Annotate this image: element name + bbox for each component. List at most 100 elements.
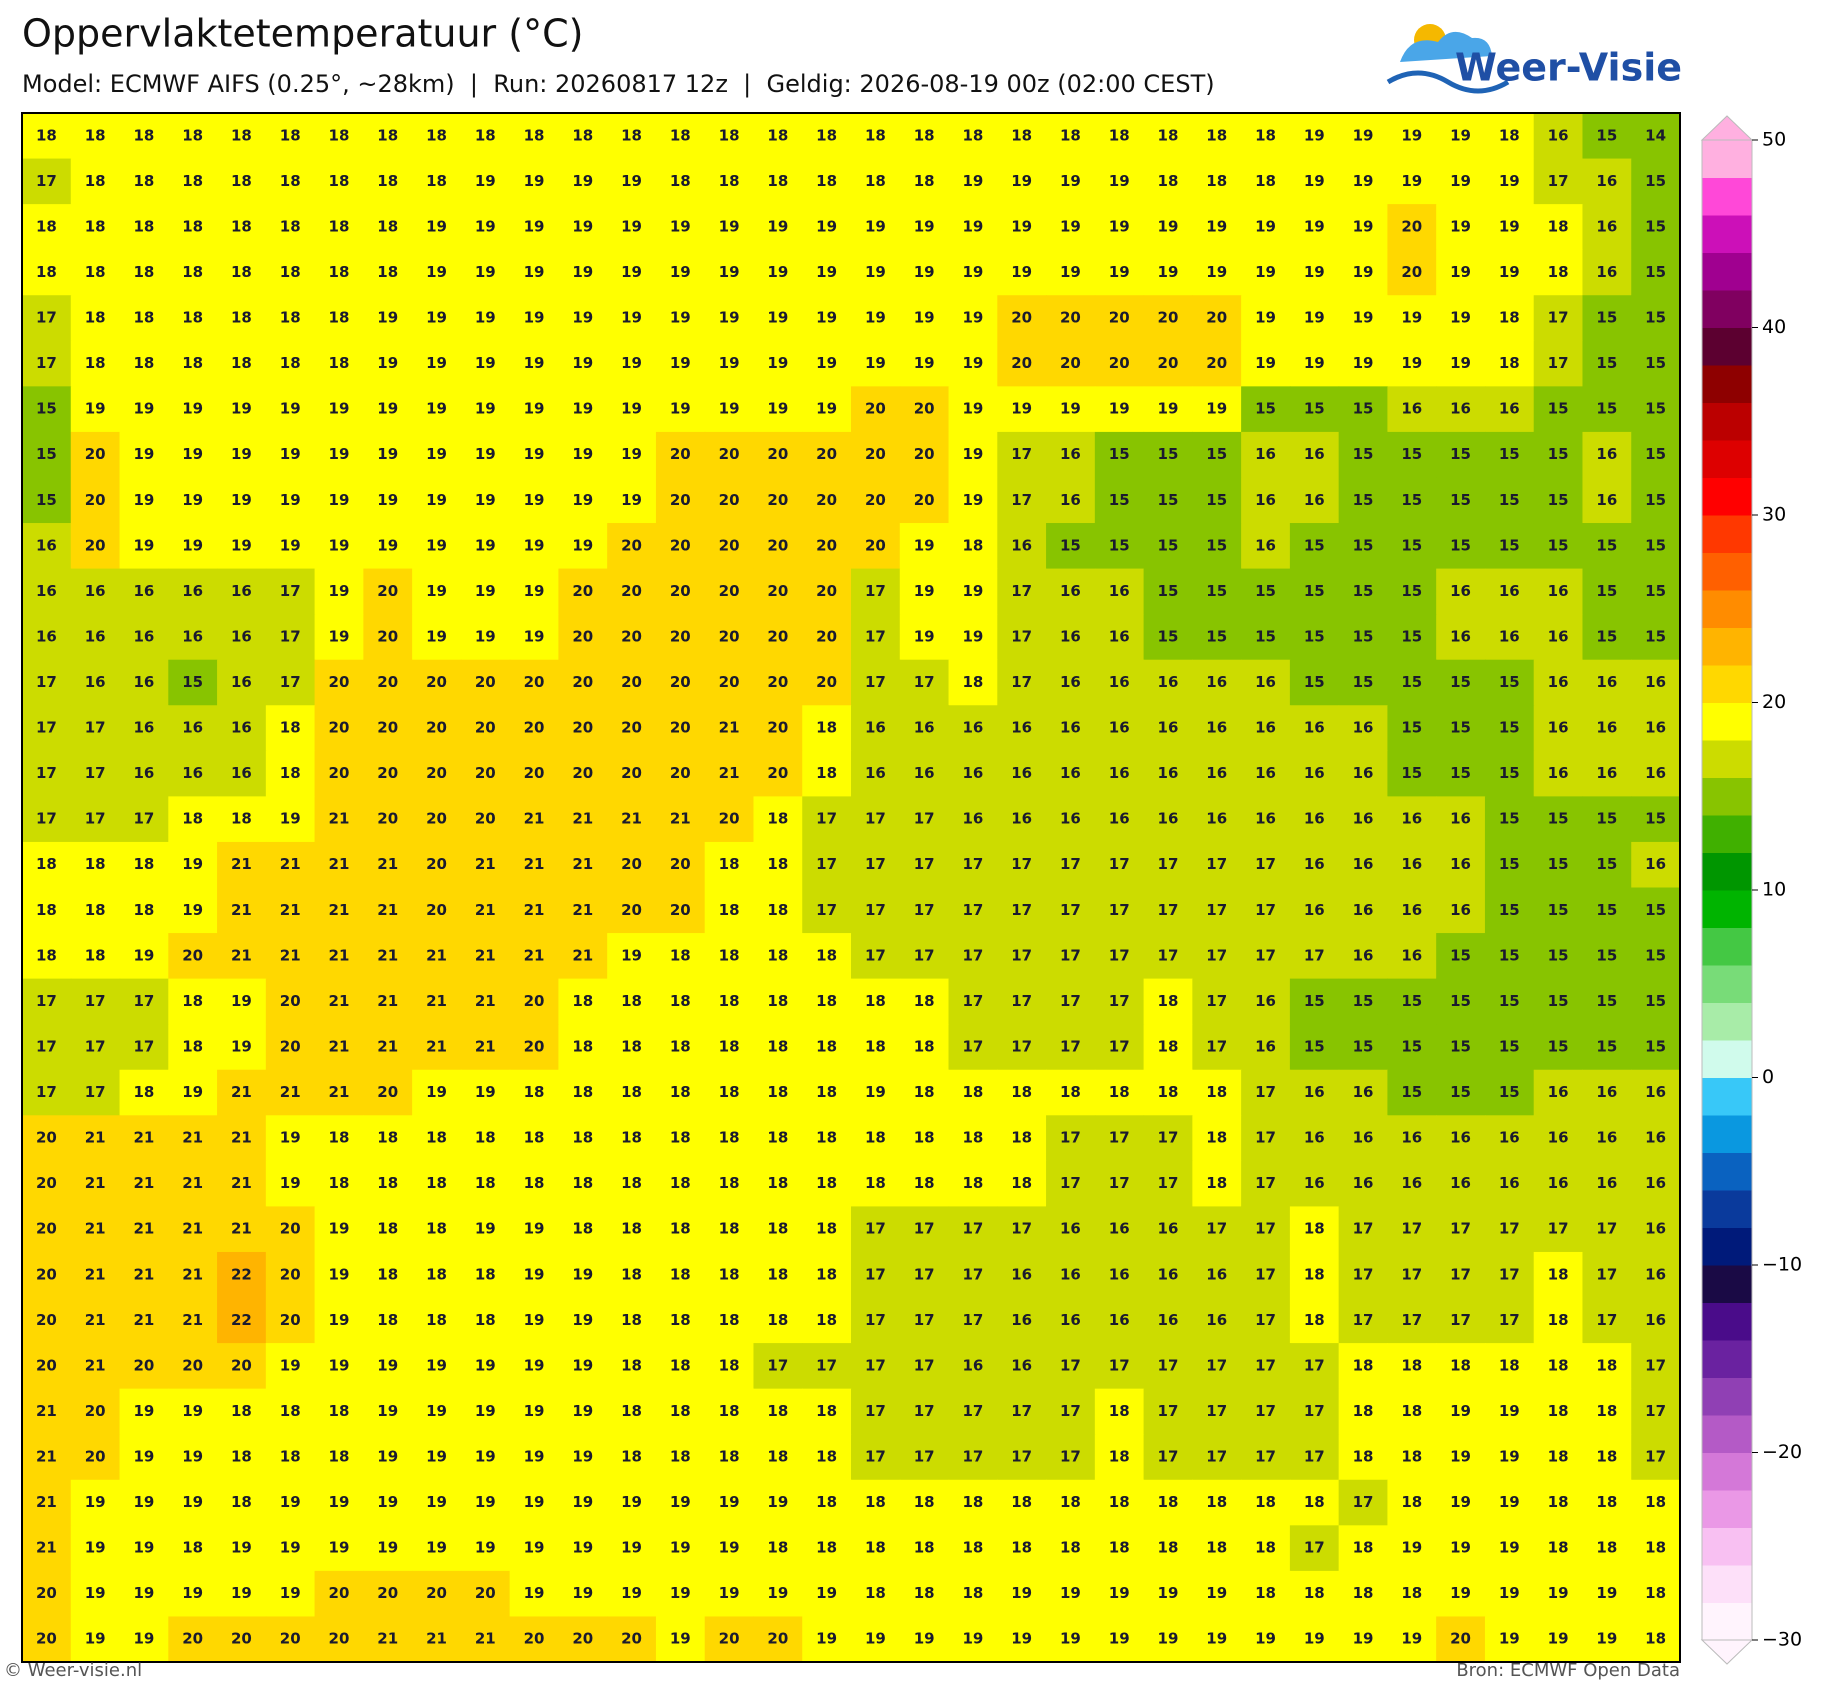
colorbar-bin [1702, 365, 1752, 403]
temperature-cell [217, 978, 267, 1025]
temperature-cell [558, 841, 608, 889]
temperature-cell [1094, 340, 1145, 387]
temperature-label: 17 [1499, 1265, 1520, 1283]
temperature-label: 18 [377, 1174, 398, 1192]
temperature-cell [70, 431, 121, 479]
temperature-cell [314, 477, 364, 524]
temperature-label: 17 [1158, 901, 1179, 919]
temperature-label: 16 [1158, 719, 1179, 737]
temperature-label: 17 [865, 1311, 886, 1329]
temperature-cell [1241, 978, 1291, 1025]
temperature-cell [363, 431, 413, 479]
temperature-label: 21 [280, 1083, 301, 1101]
temperature-label: 17 [1450, 1265, 1471, 1283]
temperature-label: 19 [426, 627, 447, 645]
temperature-label: 20 [670, 673, 691, 691]
temperature-cell [460, 978, 511, 1025]
temperature-label: 16 [1060, 491, 1081, 509]
temperature-cell [70, 659, 121, 706]
temperature-label: 16 [1596, 172, 1617, 190]
temperature-label: 19 [182, 400, 203, 418]
temperature-label: 17 [36, 172, 57, 190]
temperature-cell [899, 750, 950, 797]
temperature-label: 18 [914, 1037, 935, 1055]
temperature-label: 16 [1353, 855, 1374, 873]
temperature-label: 18 [1548, 1539, 1569, 1557]
temperature-label: 17 [1158, 855, 1179, 873]
temperature-label: 18 [329, 1174, 350, 1192]
temperature-label: 19 [475, 354, 496, 372]
temperature-label: 18 [329, 309, 350, 327]
temperature-label: 18 [670, 126, 691, 144]
temperature-cell [997, 249, 1047, 296]
temperature-label: 19 [914, 627, 935, 645]
temperature-label: 19 [1060, 1630, 1081, 1648]
temperature-cell [22, 568, 72, 615]
temperature-label: 20 [377, 764, 398, 782]
temperature-label: 18 [1548, 1265, 1569, 1283]
temperature-label: 19 [670, 217, 691, 235]
temperature-cell [363, 340, 413, 387]
temperature-label: 16 [1596, 1129, 1617, 1147]
temperature-label: 20 [816, 582, 837, 600]
temperature-cell [1631, 978, 1681, 1025]
temperature-label: 19 [767, 400, 788, 418]
temperature-cell [1289, 386, 1340, 433]
temperature-label: 20 [767, 764, 788, 782]
temperature-cell [265, 568, 316, 615]
temperature-label: 19 [719, 1493, 740, 1511]
temperature-label: 18 [133, 354, 154, 372]
temperature-cell [948, 523, 998, 570]
colorbar-bin [1702, 1415, 1752, 1453]
temperature-cell [1484, 386, 1535, 433]
temperature-label: 19 [280, 1493, 301, 1511]
temperature-label: 19 [475, 172, 496, 190]
temperature-cell [851, 523, 901, 570]
temperature-cell [1094, 750, 1145, 797]
temperature-label: 17 [36, 1083, 57, 1101]
temperature-label: 18 [1548, 1493, 1569, 1511]
temperature-label: 18 [767, 901, 788, 919]
temperature-cell [119, 659, 169, 706]
temperature-label: 18 [280, 309, 301, 327]
temperature-label: 19 [1450, 1539, 1471, 1557]
temperature-label: 18 [85, 172, 106, 190]
temperature-label: 20 [572, 764, 593, 782]
temperature-label: 18 [914, 1493, 935, 1511]
temperature-label: 15 [1645, 536, 1666, 554]
temperature-cell [1387, 340, 1437, 387]
temperature-label: 21 [182, 1311, 203, 1329]
temperature-label: 18 [280, 354, 301, 372]
temperature-label: 16 [1596, 491, 1617, 509]
temperature-label: 19 [133, 1493, 154, 1511]
temperature-cell [1387, 887, 1437, 934]
colorbar-bin [1702, 290, 1752, 328]
temperature-cell [1338, 796, 1389, 843]
temperature-cell [1143, 796, 1193, 843]
temperature-label: 18 [133, 217, 154, 235]
temperature-label: 15 [1401, 719, 1422, 737]
temperature-label: 16 [1304, 901, 1325, 919]
temperature-cell [460, 295, 511, 342]
temperature-label: 19 [962, 582, 983, 600]
temperature-label: 18 [231, 1493, 252, 1511]
temperature-cell [314, 978, 364, 1025]
temperature-label: 20 [767, 627, 788, 645]
temperature-label: 17 [962, 992, 983, 1010]
temperature-cell [558, 295, 608, 342]
temperature-label: 19 [1450, 1447, 1471, 1465]
temperature-cell [1094, 113, 1145, 160]
temperature-label: 18 [719, 855, 740, 873]
temperature-cell [704, 431, 755, 479]
temperature-label: 17 [1596, 1265, 1617, 1283]
temperature-label: 16 [182, 582, 203, 600]
temperature-cell [1192, 386, 1242, 433]
temperature-label: 18 [1401, 1493, 1422, 1511]
temperature-label: 18 [329, 126, 350, 144]
temperature-cell [851, 659, 901, 706]
temperature-label: 19 [1548, 1584, 1569, 1602]
temperature-cell [655, 659, 706, 706]
temperature-label: 16 [1304, 764, 1325, 782]
temperature-label: 21 [719, 719, 740, 737]
temperature-label: 16 [1060, 719, 1081, 737]
